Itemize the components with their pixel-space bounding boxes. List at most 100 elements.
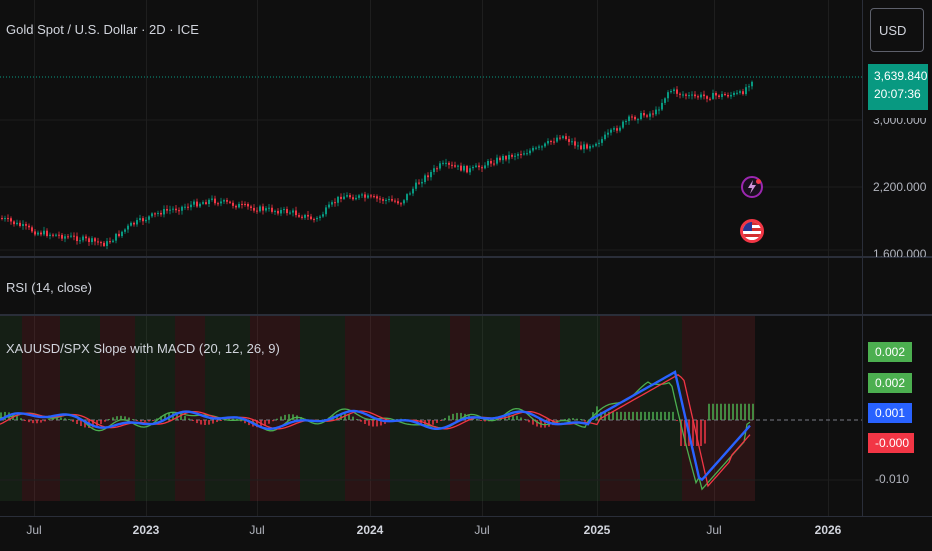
histogram-bar (380, 420, 382, 426)
candle (499, 157, 501, 161)
candle (1, 218, 3, 219)
candle (361, 194, 363, 196)
candle (151, 213, 153, 217)
histogram-bar (576, 418, 578, 420)
candle (457, 165, 459, 167)
histogram-bar (76, 420, 78, 424)
candle (538, 146, 540, 148)
histogram-bar (256, 420, 258, 428)
histogram-bar (628, 411, 630, 420)
candle (211, 198, 213, 200)
candle (406, 194, 408, 201)
histogram-bar (44, 420, 46, 422)
histogram-bar (264, 420, 266, 426)
rsi-pane[interactable]: RSI (14, close) (0, 258, 862, 314)
histogram-bar (544, 420, 546, 428)
price-pane[interactable]: Gold Spot / U.S. Dollar · 2D · ICE (0, 0, 862, 256)
candle (526, 153, 528, 155)
histogram-bar (460, 412, 462, 420)
candle (709, 98, 711, 100)
candle (349, 195, 351, 198)
us-flag-icon[interactable] (740, 219, 764, 243)
rsi-title[interactable]: RSI (14, close) (6, 280, 92, 295)
candle (577, 145, 579, 147)
candle (337, 196, 339, 203)
candle (265, 208, 267, 211)
candle (145, 219, 147, 222)
histogram-bar (660, 411, 662, 420)
regime-band (520, 316, 560, 501)
histogram-bar (368, 420, 370, 426)
bar-countdown: 20:07:36 (874, 87, 921, 101)
candle (541, 146, 543, 148)
candle (733, 92, 735, 95)
regime-band (135, 316, 175, 501)
lightning-bolt-icon[interactable] (741, 176, 763, 198)
histogram-bar (200, 420, 202, 425)
histogram-bar (104, 420, 106, 422)
candle (478, 165, 480, 168)
candle (484, 165, 486, 169)
candle (52, 234, 54, 236)
candle (619, 127, 621, 131)
candle (415, 182, 417, 189)
candle (202, 202, 204, 204)
pane-separator[interactable] (0, 314, 932, 316)
last-price-value: 3,639.840 (874, 69, 928, 83)
candle (250, 206, 252, 208)
candle (319, 216, 321, 218)
candle (370, 195, 372, 197)
histogram-bar (376, 420, 378, 427)
candle (220, 201, 222, 204)
macd-title[interactable]: XAUUSD/SPX Slope with MACD (20, 12, 26, … (6, 341, 280, 356)
candle (187, 206, 189, 208)
candle (571, 141, 573, 143)
candle (607, 132, 609, 135)
histogram-bar (428, 420, 430, 426)
regime-band (640, 316, 682, 501)
histogram-bar (112, 417, 114, 420)
candle (547, 141, 549, 144)
candle (559, 137, 561, 139)
candle (199, 203, 201, 207)
regime-band (205, 316, 250, 501)
candle (67, 236, 69, 238)
candle (115, 233, 117, 241)
candle (64, 236, 66, 239)
candle (358, 195, 360, 198)
candle (640, 113, 642, 120)
candle (727, 94, 729, 97)
candle (454, 165, 456, 167)
pane-separator[interactable] (0, 256, 932, 258)
histogram-bar (268, 420, 270, 424)
candle (139, 218, 141, 221)
currency-button[interactable]: USD (870, 8, 924, 52)
price-axis[interactable] (862, 0, 932, 516)
last-price-label: 3,639.840 20:07:36 (868, 64, 928, 110)
time-axis[interactable] (0, 516, 932, 551)
gridline (370, 0, 371, 516)
symbol-title[interactable]: Gold Spot / U.S. Dollar · 2D · ICE (6, 22, 199, 37)
candle (85, 236, 87, 239)
histogram-bar (712, 403, 714, 420)
candle (73, 235, 75, 237)
candle (667, 92, 669, 99)
candle (37, 232, 39, 235)
histogram-bar (736, 403, 738, 420)
candle (298, 215, 300, 217)
candle (295, 210, 297, 216)
candle (481, 167, 483, 169)
histogram-bar (160, 416, 162, 420)
candle (391, 199, 393, 201)
candle (748, 86, 750, 88)
signal-line (0, 374, 751, 488)
histogram-bar (580, 419, 582, 420)
candle (385, 199, 387, 201)
histogram-bar (24, 420, 26, 421)
candle (646, 115, 648, 117)
candle (277, 210, 279, 214)
candle (505, 155, 507, 160)
macd-pane[interactable]: XAUUSD/SPX Slope with MACD (20, 12, 26, … (0, 316, 862, 516)
histogram-bar (652, 411, 654, 420)
candle (532, 147, 534, 151)
